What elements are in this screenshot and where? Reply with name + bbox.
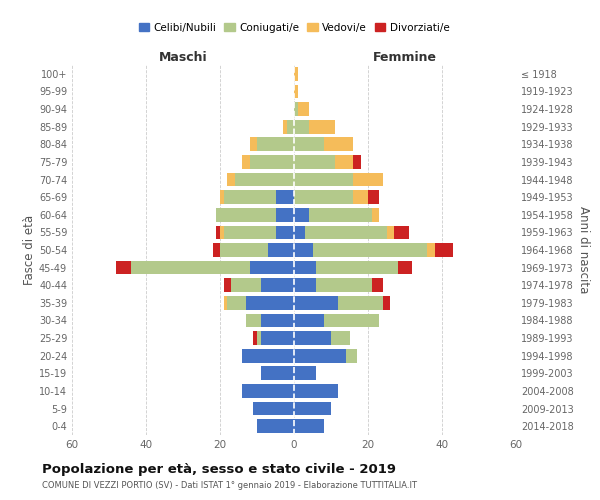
Bar bbox=[294, 331, 331, 345]
Bar bbox=[394, 226, 409, 239]
Bar bbox=[250, 138, 257, 151]
Bar bbox=[294, 243, 313, 257]
Bar bbox=[346, 349, 357, 362]
Bar bbox=[287, 120, 294, 134]
Bar bbox=[227, 172, 235, 186]
Bar bbox=[309, 120, 335, 134]
Bar bbox=[294, 190, 353, 204]
Bar bbox=[253, 402, 294, 415]
Bar bbox=[294, 366, 316, 380]
Bar bbox=[294, 67, 298, 80]
Bar bbox=[294, 172, 353, 186]
Y-axis label: Fasce di età: Fasce di età bbox=[23, 215, 36, 285]
Bar bbox=[309, 208, 372, 222]
Bar bbox=[368, 190, 379, 204]
Bar bbox=[250, 260, 294, 274]
Bar bbox=[353, 172, 383, 186]
Bar bbox=[331, 331, 349, 345]
Bar bbox=[316, 278, 372, 292]
Bar bbox=[323, 314, 379, 328]
Bar bbox=[116, 260, 131, 274]
Bar bbox=[257, 420, 294, 433]
Bar bbox=[353, 155, 361, 169]
Bar bbox=[298, 102, 309, 116]
Bar bbox=[224, 226, 275, 239]
Bar bbox=[434, 243, 453, 257]
Bar bbox=[217, 208, 275, 222]
Y-axis label: Anni di nascita: Anni di nascita bbox=[577, 206, 590, 294]
Bar bbox=[260, 331, 294, 345]
Bar bbox=[235, 172, 294, 186]
Bar bbox=[313, 243, 427, 257]
Bar bbox=[338, 296, 383, 310]
Bar bbox=[294, 349, 346, 362]
Bar bbox=[294, 314, 323, 328]
Bar bbox=[220, 243, 268, 257]
Bar bbox=[231, 278, 260, 292]
Bar bbox=[398, 260, 412, 274]
Bar bbox=[294, 260, 316, 274]
Bar bbox=[224, 278, 231, 292]
Text: Maschi: Maschi bbox=[158, 51, 208, 64]
Bar bbox=[294, 226, 305, 239]
Bar bbox=[316, 260, 398, 274]
Bar bbox=[294, 120, 309, 134]
Text: Popolazione per età, sesso e stato civile - 2019: Popolazione per età, sesso e stato civil… bbox=[42, 462, 396, 475]
Bar bbox=[305, 226, 386, 239]
Bar bbox=[294, 402, 331, 415]
Bar bbox=[294, 84, 298, 98]
Bar bbox=[227, 296, 246, 310]
Bar bbox=[386, 226, 394, 239]
Bar bbox=[246, 296, 294, 310]
Bar bbox=[294, 155, 335, 169]
Bar bbox=[275, 190, 294, 204]
Bar bbox=[224, 190, 275, 204]
Bar bbox=[353, 190, 368, 204]
Legend: Celibi/Nubili, Coniugati/e, Vedovi/e, Divorziati/e: Celibi/Nubili, Coniugati/e, Vedovi/e, Di… bbox=[134, 18, 454, 36]
Bar bbox=[217, 226, 220, 239]
Bar bbox=[294, 208, 309, 222]
Bar bbox=[260, 314, 294, 328]
Bar bbox=[257, 331, 260, 345]
Bar bbox=[242, 384, 294, 398]
Bar bbox=[372, 208, 379, 222]
Bar bbox=[294, 138, 323, 151]
Bar bbox=[372, 278, 383, 292]
Bar bbox=[294, 384, 338, 398]
Bar bbox=[275, 226, 294, 239]
Bar bbox=[294, 278, 316, 292]
Text: COMUNE DI VEZZI PORTIO (SV) - Dati ISTAT 1° gennaio 2019 - Elaborazione TUTTITAL: COMUNE DI VEZZI PORTIO (SV) - Dati ISTAT… bbox=[42, 481, 417, 490]
Bar bbox=[268, 243, 294, 257]
Bar bbox=[283, 120, 287, 134]
Bar bbox=[224, 296, 227, 310]
Bar bbox=[275, 208, 294, 222]
Bar bbox=[131, 260, 250, 274]
Bar bbox=[250, 155, 294, 169]
Text: Femmine: Femmine bbox=[373, 51, 437, 64]
Bar bbox=[294, 420, 323, 433]
Bar bbox=[323, 138, 353, 151]
Bar bbox=[242, 349, 294, 362]
Bar bbox=[257, 138, 294, 151]
Bar bbox=[294, 296, 338, 310]
Bar bbox=[212, 243, 220, 257]
Bar bbox=[294, 102, 298, 116]
Bar bbox=[253, 331, 257, 345]
Bar bbox=[242, 155, 250, 169]
Bar bbox=[260, 278, 294, 292]
Bar bbox=[260, 366, 294, 380]
Bar bbox=[220, 190, 224, 204]
Bar bbox=[383, 296, 390, 310]
Bar bbox=[335, 155, 353, 169]
Bar bbox=[220, 226, 224, 239]
Bar bbox=[246, 314, 260, 328]
Bar bbox=[427, 243, 434, 257]
